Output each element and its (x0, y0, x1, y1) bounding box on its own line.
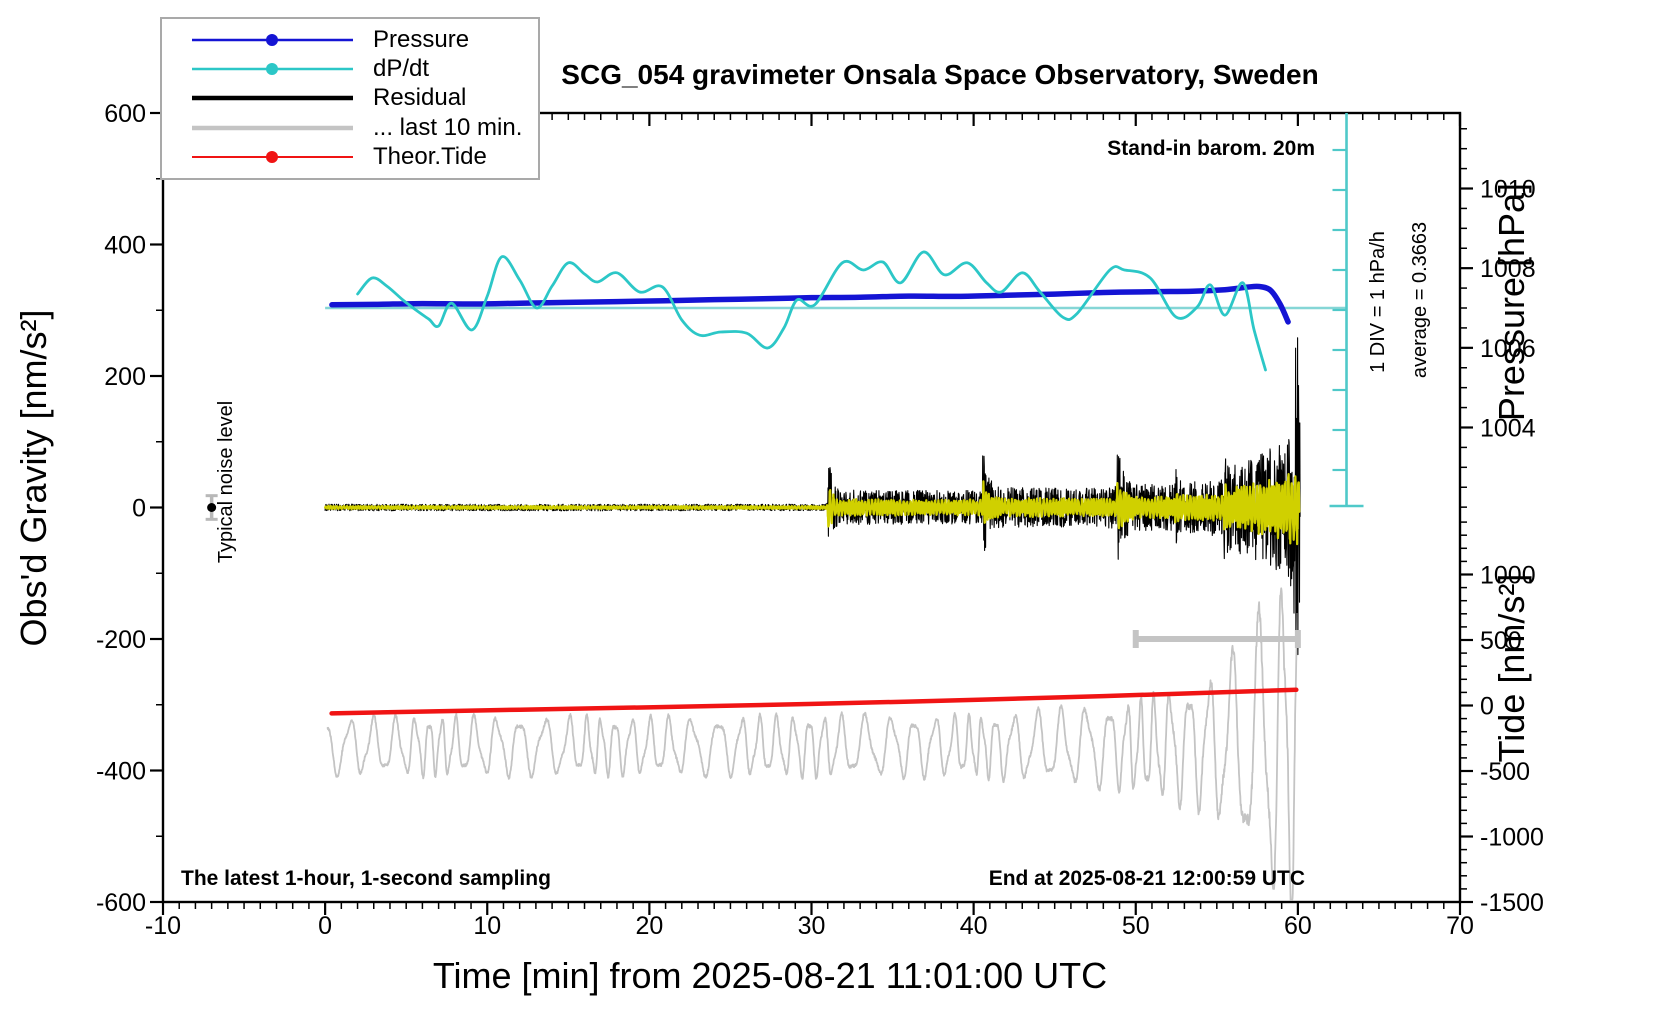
x-tick-label: -10 (145, 912, 181, 940)
legend-sample-dot (266, 63, 278, 76)
barometer-annotation: Stand-in barom. 20m (1107, 137, 1315, 160)
legend-sample-dot (266, 34, 278, 47)
pressure-tick-label: 1008 (1480, 255, 1536, 283)
x-tick-label: 10 (473, 912, 501, 940)
tick-labels-layer: -10 0 10 20 30 40 50 60 70 600 400 200 0 -200 -400 -600… (96, 100, 1544, 940)
pressure-tick-label: 1004 (1480, 414, 1536, 442)
curves-layer (324, 250, 1347, 901)
legend-item-residual: Residual (190, 86, 538, 110)
gravity-tick-label: -200 (96, 626, 146, 654)
x-tick-label: 70 (1446, 912, 1474, 940)
theor-tide-curve (329, 687, 1299, 716)
legend-item-dp-dt: dP/dt (190, 57, 538, 81)
tide-axis-title: Tide [nm/s²] (1491, 574, 1532, 763)
gravity-tick-label: 0 (132, 495, 146, 523)
x-axis-title: Time [min] from 2025-08-21 11:01:00 UTC (433, 955, 1107, 996)
residual-smoothed-curve (324, 473, 1301, 546)
tide-tick-label: -1000 (1480, 824, 1544, 852)
x-tick-label: 60 (1284, 912, 1312, 940)
pressure-tick-label: 1010 (1480, 176, 1536, 204)
legend-label: dP/dt (373, 55, 430, 83)
tide-tick-label: -500 (1480, 758, 1530, 786)
x-tick-label: 0 (318, 912, 332, 940)
x-tick-label: 50 (1122, 912, 1150, 940)
annotation-marks-layer (205, 113, 1364, 648)
last10min-curve (326, 587, 1299, 901)
sampling-annotation: The latest 1-hour, 1-second sampling (181, 867, 551, 890)
tide-tick-label: -1500 (1480, 889, 1544, 917)
noise-level-annotation: Typical noise level (215, 401, 237, 563)
legend-sample-icon (192, 63, 353, 76)
pressure-axis-title: Pressure [hPa] (1491, 183, 1532, 421)
page-title: SCG_054 gravimeter Onsala Space Observat… (561, 59, 1318, 90)
tide-tick-label: 500 (1480, 627, 1522, 655)
legend-label: Residual (373, 84, 467, 112)
legend-label: Theor.Tide (373, 142, 487, 170)
residual-curve (324, 337, 1301, 656)
x-tick-label: 30 (798, 912, 826, 940)
average-annotation: average = 0.3663 (1409, 222, 1431, 378)
legend-item-theor-tide: Theor.Tide (190, 142, 538, 170)
legend-item--last-10-min-: ... last 10 min. (190, 113, 538, 141)
x-tick-label: 20 (635, 912, 663, 940)
tide-tick-label: 1000 (1480, 562, 1536, 590)
gravity-tick-label: -600 (96, 889, 146, 917)
legend-label: ... last 10 min. (373, 113, 523, 141)
gravity-tick-label: 400 (104, 232, 146, 260)
legend-sample-icon (192, 96, 353, 101)
legend: Pressure dP/dt Residual... last 10 min. The… (160, 17, 540, 180)
legend-item-pressure: Pressure (190, 28, 538, 52)
end-time-annotation: End at 2025-08-21 12:00:59 UTC (989, 867, 1305, 890)
legend-sample-dot (266, 150, 278, 163)
pressure-tick-label: 1006 (1480, 335, 1536, 363)
legend-sample-icon (192, 150, 353, 163)
gravity-axis-title: Obs'd Gravity [nm/s²] (13, 310, 54, 647)
div-scale-annotation: 1 DIV = 1 hPa/h (1367, 231, 1389, 373)
pressure-curve (329, 283, 1291, 325)
dpdt-curve (356, 250, 1267, 372)
tide-tick-label: 0 (1480, 693, 1494, 721)
x-tick-label: 40 (960, 912, 988, 940)
legend-sample-icon (192, 125, 353, 130)
gravity-tick-label: 600 (104, 100, 146, 128)
gravity-tick-label: 200 (104, 363, 146, 391)
legend-label: Pressure (373, 26, 470, 54)
noise-level-dot (207, 503, 217, 512)
gravity-tick-label: -400 (96, 758, 146, 786)
legend-sample-icon (192, 34, 353, 47)
